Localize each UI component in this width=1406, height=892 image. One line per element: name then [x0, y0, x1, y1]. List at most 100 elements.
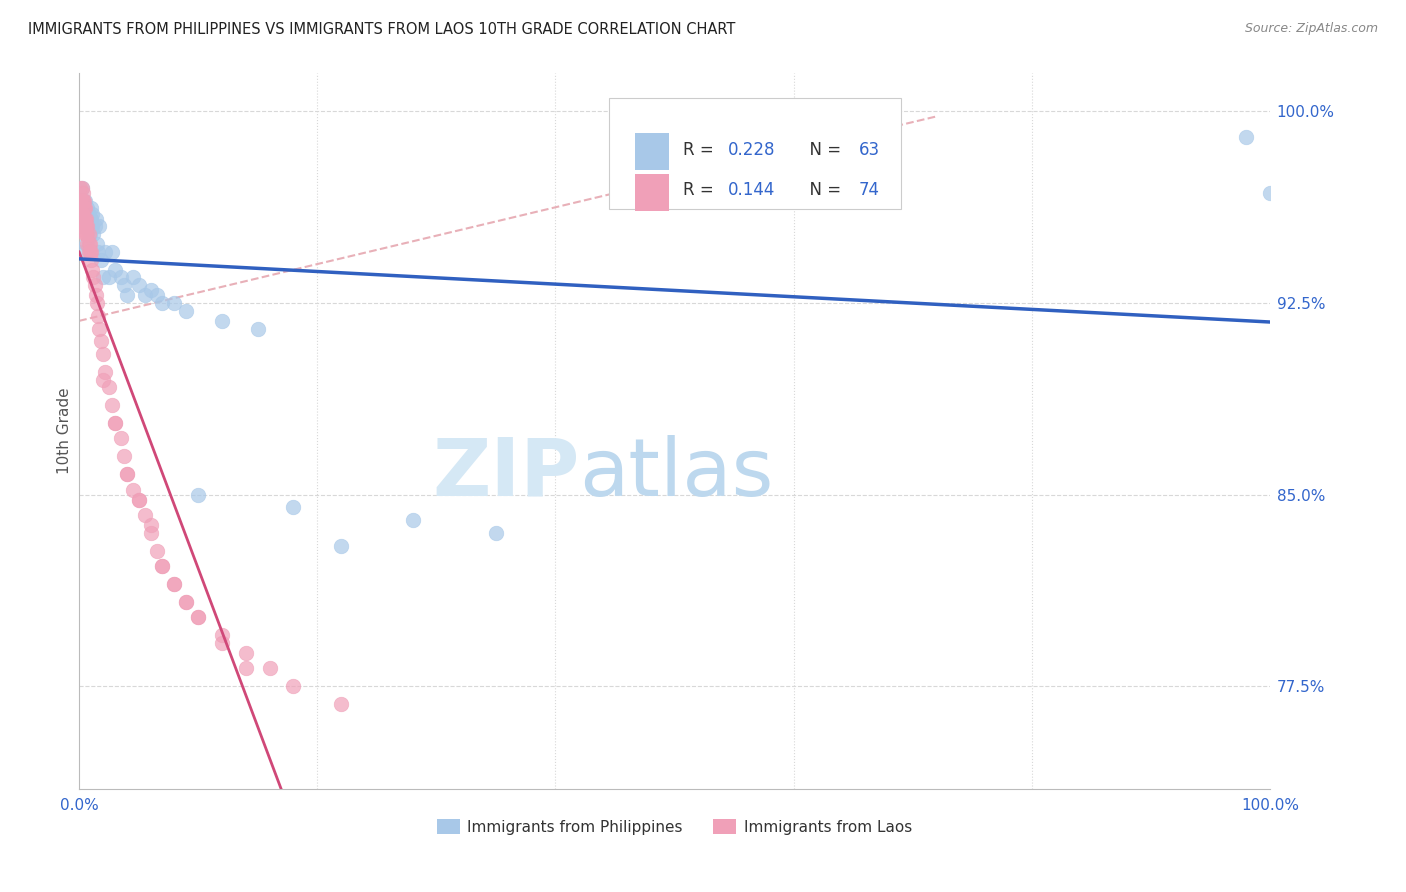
Point — [235, 646, 257, 660]
Text: R =: R = — [683, 181, 718, 199]
Point — [90, 334, 112, 349]
Point — [128, 278, 150, 293]
Text: atlas: atlas — [579, 434, 773, 513]
Point — [83, 219, 105, 234]
Point — [80, 211, 103, 226]
Point — [75, 219, 97, 234]
Point — [73, 211, 96, 226]
Point — [72, 194, 94, 208]
Point — [69, 206, 91, 220]
Point — [70, 219, 93, 234]
Point — [115, 288, 138, 302]
Point — [112, 450, 135, 464]
Point — [77, 206, 100, 220]
Point — [76, 202, 98, 216]
Point — [76, 206, 98, 220]
Point — [75, 194, 97, 208]
Point — [75, 227, 97, 241]
Point — [70, 181, 93, 195]
Point — [246, 321, 269, 335]
Point — [121, 483, 143, 497]
Text: 63: 63 — [859, 141, 880, 159]
Point — [174, 303, 197, 318]
Point — [77, 227, 100, 241]
Text: 74: 74 — [859, 181, 880, 199]
Point — [76, 237, 98, 252]
Point — [330, 697, 353, 711]
Point — [82, 219, 104, 234]
Point — [283, 679, 305, 693]
Point — [77, 211, 100, 226]
Point — [134, 288, 156, 302]
Point — [211, 314, 233, 328]
Point — [84, 288, 107, 302]
Point — [97, 270, 120, 285]
Point — [79, 244, 101, 259]
Point — [152, 296, 174, 310]
Point — [128, 492, 150, 507]
Point — [211, 628, 233, 642]
Point — [82, 270, 104, 285]
Point — [72, 219, 94, 234]
Point — [72, 194, 94, 208]
Point — [75, 219, 97, 234]
Point — [104, 416, 127, 430]
Point — [91, 270, 114, 285]
Point — [72, 186, 94, 200]
Point — [1258, 186, 1281, 200]
Point — [72, 211, 94, 226]
Point — [70, 194, 93, 208]
Point — [91, 373, 114, 387]
Point — [152, 559, 174, 574]
Point — [94, 365, 117, 379]
Point — [80, 202, 103, 216]
Point — [76, 219, 98, 234]
Point — [104, 262, 127, 277]
Point — [87, 244, 110, 259]
Point — [70, 219, 93, 234]
Point — [101, 244, 124, 259]
Point — [76, 219, 98, 234]
Point — [73, 202, 96, 216]
Point — [139, 283, 162, 297]
Point — [76, 227, 98, 241]
Point — [69, 244, 91, 259]
Bar — [636, 174, 668, 211]
Point — [82, 227, 104, 241]
Point — [134, 508, 156, 522]
Point — [82, 206, 104, 220]
Point — [69, 194, 91, 208]
Legend: Immigrants from Philippines, Immigrants from Laos: Immigrants from Philippines, Immigrants … — [437, 819, 912, 835]
Point — [75, 219, 97, 234]
Point — [139, 526, 162, 541]
Text: 0.144: 0.144 — [728, 181, 776, 199]
Point — [139, 518, 162, 533]
Point — [89, 321, 111, 335]
Text: IMMIGRANTS FROM PHILIPPINES VS IMMIGRANTS FROM LAOS 10TH GRADE CORRELATION CHART: IMMIGRANTS FROM PHILIPPINES VS IMMIGRANT… — [28, 22, 735, 37]
Point — [86, 237, 108, 252]
Point — [82, 262, 104, 277]
Point — [128, 492, 150, 507]
Point — [174, 595, 197, 609]
Point — [87, 309, 110, 323]
Point — [101, 398, 124, 412]
Point — [152, 559, 174, 574]
Point — [1234, 129, 1257, 144]
Point — [73, 194, 96, 208]
Text: Source: ZipAtlas.com: Source: ZipAtlas.com — [1244, 22, 1378, 36]
Point — [115, 467, 138, 482]
Point — [174, 595, 197, 609]
Point — [211, 636, 233, 650]
Point — [73, 211, 96, 226]
Point — [72, 211, 94, 226]
Point — [70, 181, 93, 195]
Text: ZIP: ZIP — [432, 434, 579, 513]
Point — [110, 270, 132, 285]
Point — [145, 544, 167, 558]
Point — [110, 432, 132, 446]
Point — [187, 610, 209, 624]
Text: 0.228: 0.228 — [728, 141, 776, 159]
Point — [69, 206, 91, 220]
Point — [75, 202, 97, 216]
Point — [163, 296, 186, 310]
